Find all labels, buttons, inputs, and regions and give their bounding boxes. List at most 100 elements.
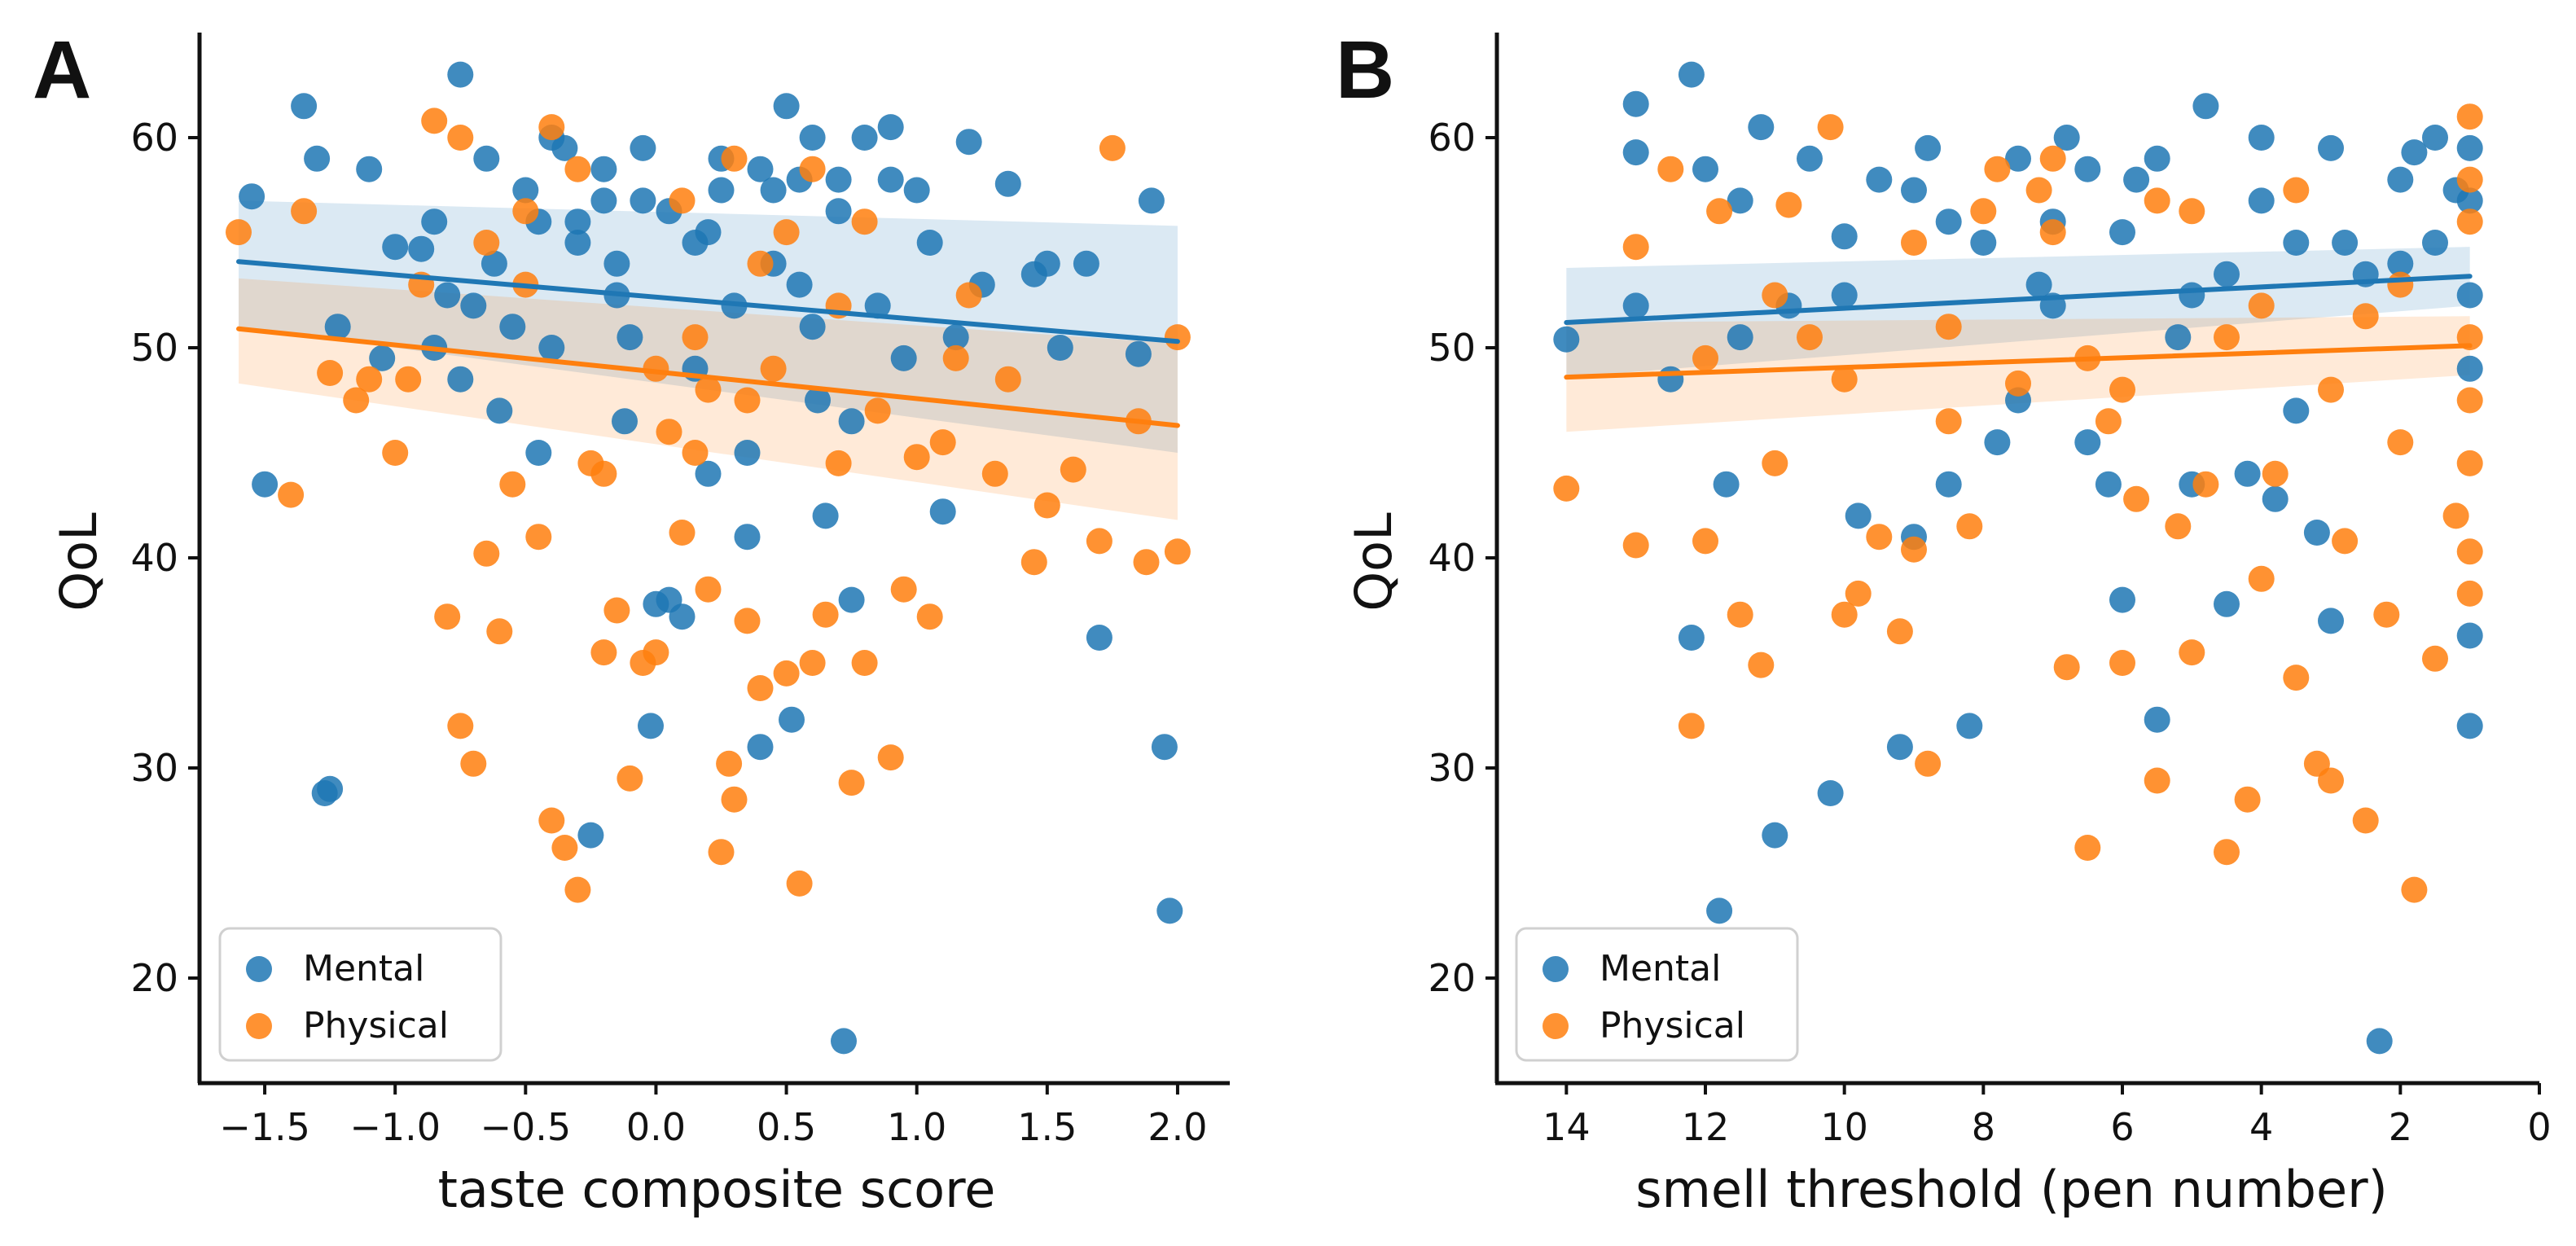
panel-a-point-mental — [877, 114, 904, 141]
panel-a-point-physical — [1020, 549, 1047, 576]
panel-b-point-physical — [2456, 450, 2483, 476]
panel-a-point-mental — [473, 145, 500, 172]
panel-a-legend-mental-marker — [246, 956, 272, 982]
panel-a-point-mental — [447, 61, 474, 88]
panel-a-point-physical — [1164, 324, 1191, 351]
panel-a-point-mental — [324, 314, 351, 340]
panel-b-point-mental — [1970, 230, 1997, 256]
panel-b-point-mental — [1886, 734, 1913, 761]
panel-a-legend-box — [218, 927, 502, 1062]
panel-b-regression-lines — [1564, 274, 2473, 380]
panel-b-point-physical — [1901, 230, 1927, 256]
panel-a-point-mental — [838, 408, 865, 435]
panel-a-point-mental — [1073, 250, 1099, 277]
panel-b-point-mental — [2248, 187, 2275, 214]
panel-a-point-mental — [747, 156, 774, 182]
panel-b-point-mental — [2303, 520, 2330, 546]
panel-a-point-mental — [617, 324, 643, 351]
panel-b-point-physical — [2262, 460, 2289, 487]
panel-a-point-physical — [773, 219, 800, 246]
panel-a-point-mental — [825, 166, 852, 193]
panel-a-point-physical — [473, 230, 500, 256]
panel-a-point-mental — [590, 156, 617, 182]
panel-a-point-mental — [356, 156, 383, 182]
panel-b-x-tick-label: 8 — [1972, 1105, 1995, 1149]
panel-a-point-physical — [695, 576, 722, 603]
panel-b-point-mental — [2366, 1028, 2393, 1055]
panel-a-x-tick-label: −1.5 — [219, 1105, 310, 1149]
panel-a-point-physical — [682, 440, 709, 466]
panel-a-point-mental — [447, 366, 474, 393]
panel-a-point-mental — [734, 524, 761, 551]
panel-b-point-mental — [1915, 134, 1942, 161]
panel-a-point-mental — [408, 235, 435, 262]
panel-b-legend: Mental Physical — [1515, 927, 1799, 1062]
panel-b-point-mental — [1748, 114, 1775, 141]
panel-b-point-mental — [1901, 177, 1927, 204]
panel-a-point-mental — [747, 734, 774, 761]
panel-a-point-physical — [512, 198, 539, 225]
panel-b-point-physical — [1797, 324, 1823, 351]
panel-b-regression-line-physical — [1564, 343, 2473, 380]
panel-a-legend: Mental Physical — [218, 927, 502, 1062]
panel-b-legend-physical-label: Physical — [1600, 1005, 1745, 1046]
panel-a-point-mental — [1125, 340, 1152, 367]
panel-b-point-mental — [1831, 223, 1858, 250]
panel-b-x-tick-label: 6 — [2110, 1105, 2134, 1149]
panel-b-point-physical — [2352, 303, 2379, 330]
panel-b-point-mental — [1984, 429, 2011, 456]
panel-a-point-mental — [851, 125, 878, 151]
panel-a-point-physical — [903, 444, 930, 471]
panel-b-point-physical — [2248, 565, 2275, 592]
panel-a-regression-line-physical — [236, 326, 1180, 428]
panel-a-point-physical — [994, 366, 1021, 393]
panel-b-point-physical — [2192, 471, 2219, 498]
panel-b-point-physical — [1706, 198, 1733, 225]
panel-a-regression-line-mental — [236, 259, 1180, 344]
panel-a-point-mental — [564, 208, 591, 235]
panel-b-label: B — [1336, 24, 1394, 116]
panel-a-legend-physical-label: Physical — [303, 1005, 449, 1046]
panel-b-point-physical — [1622, 532, 1649, 559]
panel-b-point-physical — [2053, 654, 2080, 681]
panel-b-point-mental — [1762, 822, 1788, 849]
panel-a-point-physical — [421, 107, 448, 134]
panel-a-point-physical — [812, 601, 839, 628]
panel-b-point-physical — [1692, 528, 1718, 555]
panel-b-point-physical — [1657, 156, 1684, 182]
panel-a-point-mental — [942, 324, 969, 351]
panel-b-point-mental — [1678, 61, 1705, 88]
panel-a-x-tick-label: 1.0 — [887, 1105, 946, 1149]
panel-b-point-mental — [1622, 90, 1649, 117]
panel-b-point-physical — [2283, 665, 2310, 691]
panel-b-point-mental — [2144, 706, 2170, 733]
panel-a-point-mental — [955, 129, 982, 156]
panel-b-point-mental — [2283, 230, 2310, 256]
panel-a-point-mental — [1086, 625, 1112, 651]
panel-a-x-axis-label: taste composite score — [438, 1160, 996, 1219]
panel-a-point-mental — [1033, 250, 1060, 277]
panel-b-point-mental — [2095, 471, 2122, 498]
panel-b-point-physical — [2165, 513, 2192, 540]
panel-a-point-physical — [721, 786, 748, 813]
panel-a-point-physical — [1099, 134, 1126, 161]
panel-a-point-physical — [590, 460, 617, 487]
panel-a: A −1.5 −1.0 −0.5 0.0 0.5 1.0 1.5 2.02030405060 … — [33, 24, 1230, 1219]
panel-b-point-mental — [2074, 429, 2101, 456]
panel-a-point-mental — [630, 134, 656, 161]
panel-a-point-physical — [617, 765, 643, 792]
panel-b-point-mental — [1553, 326, 1580, 353]
panel-a-point-mental — [638, 713, 664, 739]
panel-b-x-tick-label: 0 — [2527, 1105, 2551, 1149]
panel-a-y-tick-label: 40 — [130, 536, 178, 580]
panel-b-point-mental — [2074, 156, 2101, 182]
panel-a-point-physical — [877, 744, 904, 771]
panel-b-point-physical — [2039, 219, 2066, 246]
panel-a-point-physical — [499, 471, 526, 498]
panel-b-point-mental — [1678, 625, 1705, 651]
panel-a-point-physical — [564, 876, 591, 903]
panel-b-y-tick-label: 60 — [1428, 116, 1476, 160]
panel-b-point-physical — [2283, 177, 2310, 204]
panel-a-point-mental — [1047, 335, 1073, 361]
panel-a-point-mental — [929, 498, 956, 525]
